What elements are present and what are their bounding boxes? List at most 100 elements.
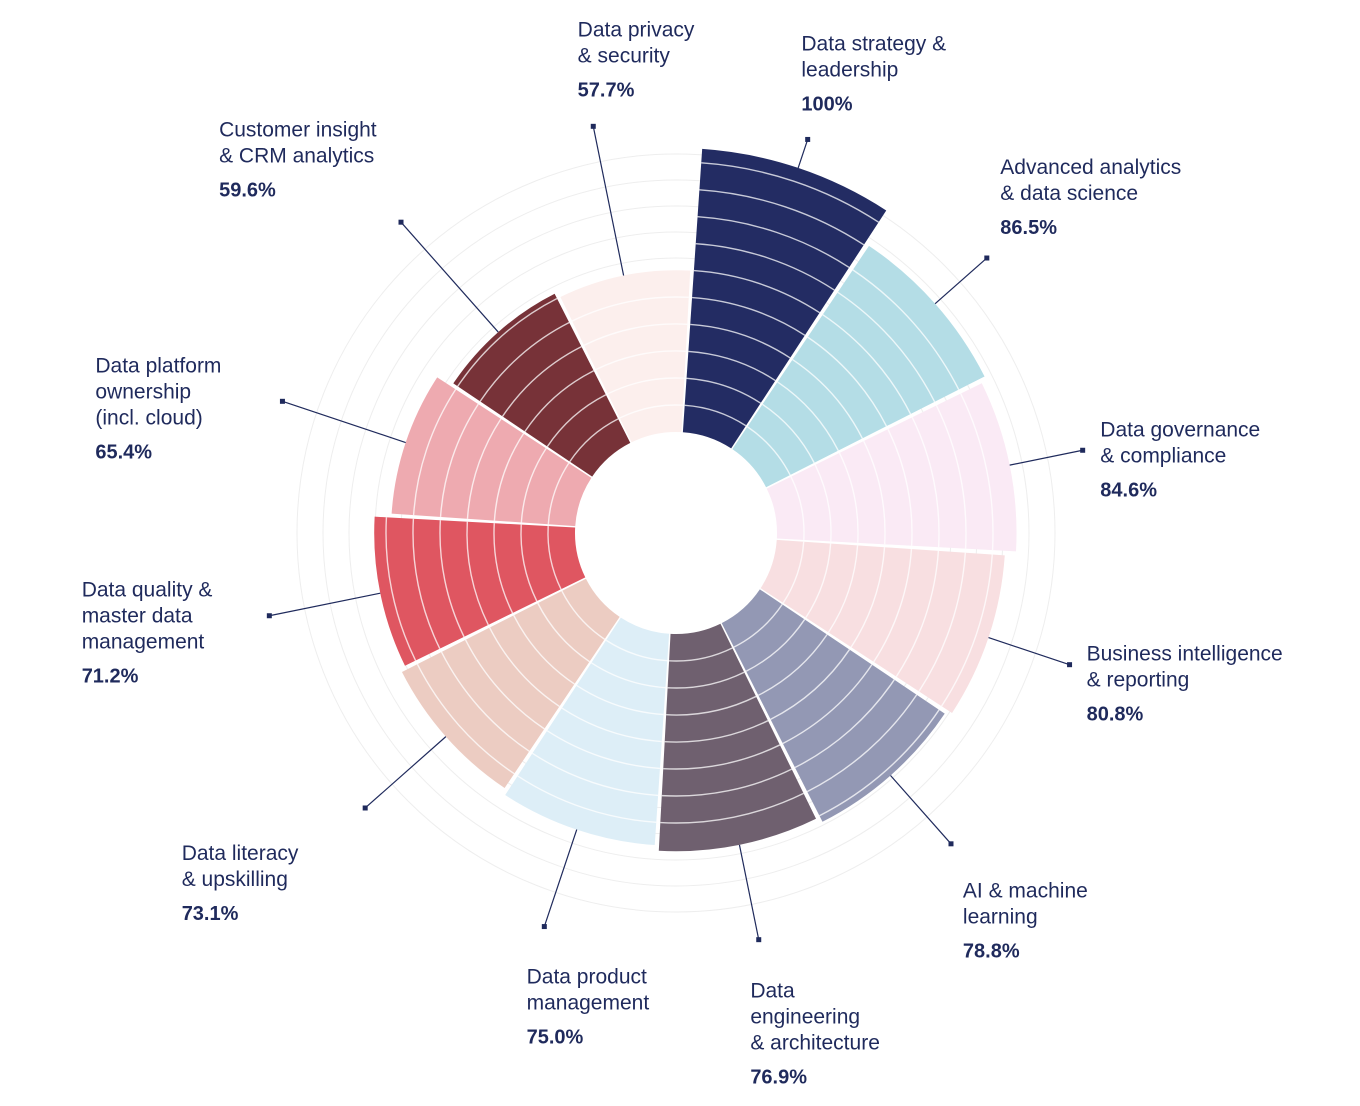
category-label-group: Data product management 75.0% — [527, 966, 650, 1049]
value-label: 86.5% — [1000, 217, 1057, 239]
bar-ring-line — [790, 476, 805, 540]
bar — [374, 516, 586, 666]
bar — [760, 539, 1005, 713]
category-label: leadership — [801, 58, 898, 81]
bar-ring-line — [782, 664, 873, 745]
category-label: Data strategy & — [801, 32, 946, 55]
bar-ring-line — [873, 549, 913, 663]
bar-ring-line — [935, 405, 967, 549]
leader-line — [269, 592, 381, 617]
value-label: 71.2% — [82, 665, 139, 687]
bar-ring-line — [457, 297, 558, 387]
category-label: & CRM analytics — [219, 145, 374, 168]
category-label: & security — [578, 45, 671, 68]
bar-ring-line — [664, 720, 769, 743]
bar-ring-line — [412, 518, 441, 650]
bar-ring-line — [745, 619, 806, 672]
category-label: management — [527, 992, 650, 1015]
bar-ring-line — [547, 462, 570, 525]
bar — [732, 245, 985, 488]
category-label-group: Data strategy & leadership 100% — [801, 32, 946, 115]
bar-ring-line — [385, 517, 417, 661]
category-label: & upskilling — [182, 868, 288, 891]
category-label: Data literacy — [182, 842, 299, 865]
category-label: Business intelligence — [1087, 642, 1283, 665]
bar-ring-line — [439, 403, 479, 517]
category-label: Data privacy — [578, 19, 695, 42]
category-label-group: Customer insight & CRM analytics 59.6% — [219, 119, 377, 202]
bar-ring-line — [838, 452, 859, 543]
bar — [560, 270, 691, 443]
bar-ring-line — [440, 651, 530, 752]
leader-line — [400, 221, 499, 333]
category-label: & architecture — [750, 1031, 880, 1054]
bar-ring-line — [619, 404, 683, 419]
bar-ring-line — [605, 639, 668, 662]
bar-ring-line — [822, 314, 912, 415]
bar-ring-line — [918, 552, 967, 692]
category-label: Data — [750, 979, 795, 1002]
bar-ring-line — [569, 418, 619, 462]
category-label: Data governance — [1100, 419, 1260, 442]
bar-ring-line — [697, 216, 850, 269]
bar-ring-line — [546, 730, 660, 770]
category-labels: Data strategy & leadership 100% Advanced an… — [82, 19, 1283, 1089]
category-label: Data product — [527, 966, 647, 989]
bar-ring-line — [695, 242, 835, 291]
bar-ring-line — [660, 792, 804, 824]
category-label: & reporting — [1087, 668, 1190, 691]
value-label: 57.7% — [578, 80, 635, 102]
bar-ring-line — [561, 707, 662, 743]
bar-ring-line — [595, 350, 686, 371]
bar-segment — [658, 623, 817, 852]
bar-ring-line — [794, 679, 895, 769]
leader-dot — [266, 613, 272, 619]
bar-ring-line — [827, 545, 859, 633]
bar-ring-line — [686, 377, 762, 404]
value-label: 75.0% — [527, 1027, 584, 1049]
bar-ring-line — [688, 350, 776, 382]
bar-segment — [374, 516, 586, 666]
bar-ring-line — [466, 521, 489, 626]
leader-line — [797, 139, 809, 169]
bar-ring-line — [531, 752, 659, 797]
bar-segment — [401, 578, 620, 789]
bar-ring-line — [661, 768, 793, 797]
value-label: 84.6% — [1100, 480, 1157, 502]
bar-ring-line — [762, 403, 815, 464]
bar-ring-line — [464, 639, 545, 730]
bar-ring-line — [416, 663, 515, 775]
grid-circle — [322, 179, 1030, 887]
category-label-group: Data engineering & architecture 76.9% — [750, 979, 880, 1088]
bar-ring-line — [701, 162, 879, 223]
leader-dot — [279, 398, 285, 404]
bar-ring-line — [517, 775, 657, 824]
leader-dot — [398, 219, 404, 225]
leader-line — [890, 775, 952, 845]
bar-segment — [505, 617, 670, 846]
bar-ring-line — [479, 321, 570, 402]
leader-line — [543, 829, 578, 927]
bar — [682, 148, 887, 449]
bar-ring-line — [547, 526, 562, 590]
bar-ring-line — [669, 647, 733, 662]
leader-dot — [948, 841, 954, 847]
bar-ring-line — [439, 520, 465, 638]
bar-ring-line — [960, 393, 994, 551]
bar-ring-line — [663, 744, 781, 770]
leader-line — [934, 257, 988, 305]
category-label: Data quality & — [82, 578, 213, 601]
bar-segment — [453, 293, 631, 477]
bar-ring-line — [520, 447, 547, 523]
category-label-group: Data privacy & security 57.7% — [578, 19, 695, 102]
leader-dot — [541, 924, 547, 930]
leader-dot — [1067, 662, 1073, 668]
bar-segment — [391, 377, 592, 527]
leader-line — [592, 126, 625, 276]
bar-ring-line — [807, 336, 888, 427]
bar-ring-line — [850, 547, 886, 648]
bar-ring-line — [513, 615, 575, 685]
category-label-group: Advanced analytics & data science 86.5% — [1000, 156, 1181, 239]
value-label: 73.1% — [182, 903, 239, 925]
bar-ring-line — [667, 671, 745, 689]
